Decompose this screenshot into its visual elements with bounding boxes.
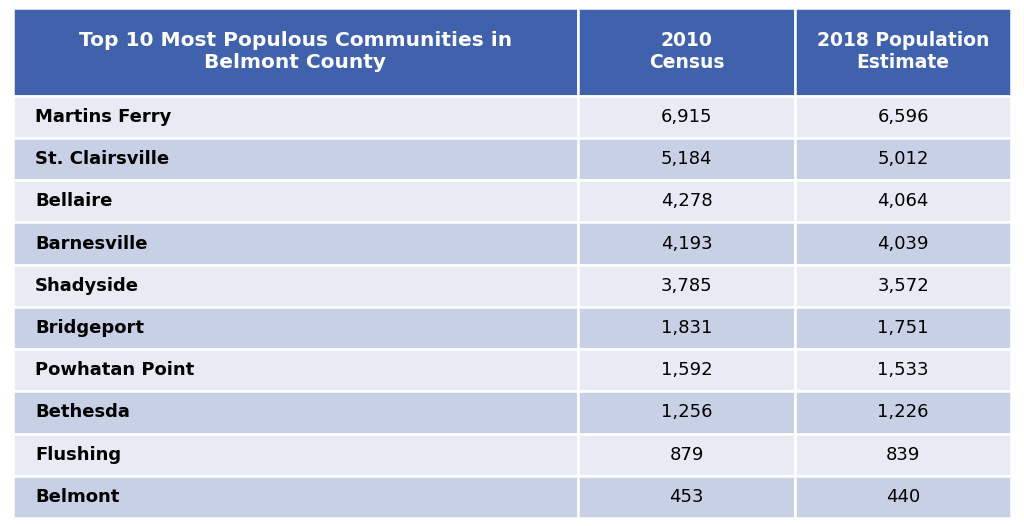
Bar	[796, 433, 1011, 476]
Text: Powhatan Point: Powhatan Point	[35, 361, 195, 379]
Bar	[796, 476, 1011, 518]
Bar	[13, 96, 578, 138]
Bar	[13, 180, 578, 222]
Bar	[13, 307, 578, 349]
Bar	[13, 391, 578, 433]
Bar	[578, 349, 796, 391]
Text: Barnesville: Barnesville	[35, 235, 147, 252]
Bar	[578, 265, 796, 307]
Text: Bellaire: Bellaire	[35, 193, 113, 210]
Bar	[796, 391, 1011, 433]
Text: 4,193: 4,193	[660, 235, 713, 252]
Text: 440: 440	[886, 488, 921, 506]
Text: 879: 879	[670, 446, 703, 463]
Text: 5,184: 5,184	[660, 150, 713, 168]
Bar	[578, 180, 796, 222]
Text: Martins Ferry: Martins Ferry	[35, 108, 171, 126]
Text: 6,915: 6,915	[660, 108, 713, 126]
Bar	[578, 433, 796, 476]
Bar	[796, 222, 1011, 265]
Text: 2010
Census: 2010 Census	[649, 32, 724, 73]
Bar	[796, 138, 1011, 180]
Bar	[13, 349, 578, 391]
Text: Bethesda: Bethesda	[35, 403, 130, 421]
Text: Top 10 Most Populous Communities in
Belmont County: Top 10 Most Populous Communities in Belm…	[79, 32, 512, 73]
Text: 1,533: 1,533	[878, 361, 929, 379]
Text: 839: 839	[886, 446, 921, 463]
Text: 4,278: 4,278	[660, 193, 713, 210]
Bar	[578, 307, 796, 349]
Text: 4,064: 4,064	[878, 193, 929, 210]
Text: 5,012: 5,012	[878, 150, 929, 168]
Text: 1,592: 1,592	[660, 361, 713, 379]
Bar	[578, 391, 796, 433]
Text: Flushing: Flushing	[35, 446, 121, 463]
Text: 3,572: 3,572	[878, 277, 929, 295]
Bar	[13, 476, 578, 518]
Text: 1,226: 1,226	[878, 403, 929, 421]
Text: 4,039: 4,039	[878, 235, 929, 252]
Bar	[578, 138, 796, 180]
Bar	[796, 96, 1011, 138]
Bar	[578, 96, 796, 138]
Text: Belmont: Belmont	[35, 488, 120, 506]
Bar	[796, 349, 1011, 391]
Text: 453: 453	[670, 488, 703, 506]
Bar	[578, 8, 796, 96]
Bar	[796, 8, 1011, 96]
Bar	[796, 180, 1011, 222]
Bar	[13, 138, 578, 180]
Text: 1,256: 1,256	[660, 403, 713, 421]
Bar	[13, 8, 578, 96]
Text: 1,831: 1,831	[660, 319, 713, 337]
Bar	[796, 265, 1011, 307]
Text: Bridgeport: Bridgeport	[35, 319, 144, 337]
Text: 2018 Population
Estimate: 2018 Population Estimate	[817, 32, 989, 73]
Bar	[13, 433, 578, 476]
Text: 3,785: 3,785	[660, 277, 713, 295]
Bar	[578, 222, 796, 265]
Text: Shadyside: Shadyside	[35, 277, 139, 295]
Bar	[796, 307, 1011, 349]
Bar	[13, 265, 578, 307]
Text: St. Clairsville: St. Clairsville	[35, 150, 169, 168]
Bar	[13, 222, 578, 265]
Bar	[578, 476, 796, 518]
Text: 1,751: 1,751	[878, 319, 929, 337]
Text: 6,596: 6,596	[878, 108, 929, 126]
